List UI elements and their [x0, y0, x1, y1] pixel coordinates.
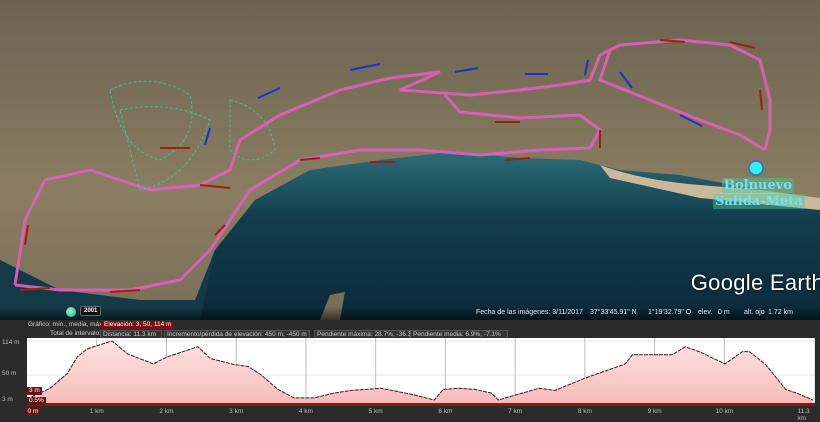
x-label: 11.3 km [797, 408, 810, 422]
elevation-area [27, 341, 815, 406]
historical-imagery-year-button[interactable]: 2001 [80, 306, 102, 316]
elevation-summary[interactable]: Elevación: 3, 50, 114 m [101, 321, 175, 329]
y-label: 3 m [2, 396, 13, 403]
place-label: Salida-Meta [713, 194, 805, 209]
x-label: 9 km [647, 408, 662, 415]
historical-imagery-clock-icon[interactable] [66, 307, 76, 317]
place-label: Bolnuevo [722, 178, 794, 193]
elevation-line [26, 340, 814, 401]
cursor-slope: 0.5% [27, 397, 46, 405]
x-label: 2 km [159, 408, 174, 415]
elevation-profile-panel: Gráfico: mín., media, máx. Elevación: 3,… [0, 320, 820, 422]
latitude: 37°33'45.91" N [590, 309, 637, 316]
x-label: 8 km [577, 408, 592, 415]
direction-arrows [19, 39, 763, 293]
x-label: 5 km [368, 408, 383, 415]
eye-alt-label: alt. ojo [744, 309, 765, 316]
route-track [13, 38, 772, 292]
map-imagery [0, 0, 820, 320]
satellite-map-view[interactable]: Bolnuevo Salida-Meta Google Earth Fecha … [0, 0, 820, 320]
y-label: 114 m [2, 339, 20, 346]
longitude: 1°19'32.79" O [648, 309, 692, 316]
range-label: Total de intervalo: [50, 330, 101, 337]
status-bar: Fecha de las imágenes: 3/11/2017 37°33'4… [0, 306, 820, 320]
x-label: 0 m [25, 408, 41, 415]
cursor-elevation: 3 m [27, 387, 42, 395]
y-label: 50 m [2, 370, 17, 377]
eye-alt-value: 1.72 km [768, 309, 793, 316]
x-label: 6 km [438, 408, 453, 415]
imagery-date: Fecha de las imágenes: 3/11/2017 [476, 309, 583, 316]
graph-label: Gráfico: mín., media, máx. [28, 321, 105, 328]
x-label: 10 km [715, 408, 734, 415]
x-label: 4 km [298, 408, 313, 415]
baseline-bar [27, 403, 815, 406]
x-label: 1 km [89, 408, 104, 415]
start-finish-marker [748, 160, 764, 176]
x-label: 3 km [229, 408, 244, 415]
elev-label: elev. [698, 309, 713, 316]
elevation-chart[interactable] [26, 338, 816, 406]
x-label: 7 km [508, 408, 523, 415]
elev-value: 0 m [718, 309, 730, 316]
google-earth-logo: Google Earth [690, 270, 820, 295]
